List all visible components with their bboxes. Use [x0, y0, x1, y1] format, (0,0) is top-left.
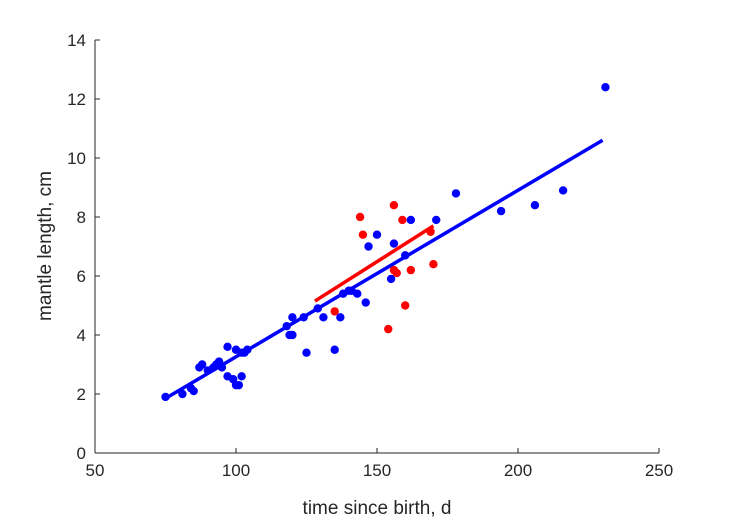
y-tick-label: 12 — [67, 90, 86, 109]
y-tick-label: 2 — [77, 385, 86, 404]
y-tick-label: 6 — [77, 267, 86, 286]
data-point — [282, 321, 291, 331]
data-point — [386, 274, 396, 284]
data-point — [353, 289, 362, 298]
data-point — [313, 304, 322, 313]
data-point — [161, 392, 170, 402]
data-points — [161, 83, 610, 402]
data-point — [237, 372, 246, 381]
data-point — [496, 206, 506, 216]
data-point — [392, 268, 401, 278]
y-tick-label: 0 — [77, 444, 86, 463]
data-point — [426, 227, 435, 236]
data-point — [197, 360, 207, 369]
data-point — [432, 215, 441, 225]
x-tick-label: 250 — [645, 461, 673, 480]
data-point — [406, 215, 416, 225]
data-point — [401, 251, 410, 260]
data-point — [288, 313, 297, 322]
data-point — [406, 265, 416, 275]
data-point — [217, 363, 227, 372]
data-point — [389, 239, 399, 248]
x-axis-label: time since birth, d — [303, 498, 452, 519]
data-point — [189, 386, 198, 396]
y-tick-label: 10 — [67, 149, 86, 168]
data-point — [361, 298, 370, 307]
data-point — [601, 83, 610, 92]
data-point — [401, 301, 410, 310]
data-point — [288, 330, 297, 340]
y-tick-label: 4 — [77, 326, 86, 345]
fit-line — [164, 138, 604, 400]
y-tick-label: 8 — [77, 208, 86, 227]
x-tick-label: 200 — [504, 461, 532, 480]
data-point — [384, 324, 393, 334]
data-point — [364, 242, 373, 251]
data-point — [558, 186, 568, 195]
ticks: 50 100 150 200 250 0 2 4 6 8 10 12 14 — [67, 31, 673, 480]
data-point — [330, 307, 339, 316]
data-point — [429, 260, 438, 269]
x-tick-label: 50 — [86, 461, 105, 480]
x-tick-label: 100 — [222, 461, 250, 480]
data-point — [372, 230, 382, 239]
data-point — [355, 212, 365, 222]
data-point — [398, 215, 407, 225]
data-point — [234, 380, 244, 390]
fit-lines — [164, 138, 604, 400]
x-tick-label: 150 — [363, 461, 391, 480]
data-point — [319, 313, 328, 322]
data-point — [530, 201, 540, 210]
fit-line — [314, 224, 435, 303]
data-point — [389, 201, 399, 210]
data-point — [451, 189, 461, 198]
data-point — [299, 313, 308, 322]
data-point — [302, 348, 311, 357]
data-point — [336, 313, 345, 322]
y-axis-label: mantle length, cm — [35, 171, 56, 321]
y-tick-label: 14 — [67, 31, 86, 50]
data-point — [358, 230, 368, 239]
data-point — [178, 389, 187, 399]
data-point — [223, 342, 232, 351]
data-point — [243, 345, 252, 354]
data-point — [330, 345, 339, 354]
